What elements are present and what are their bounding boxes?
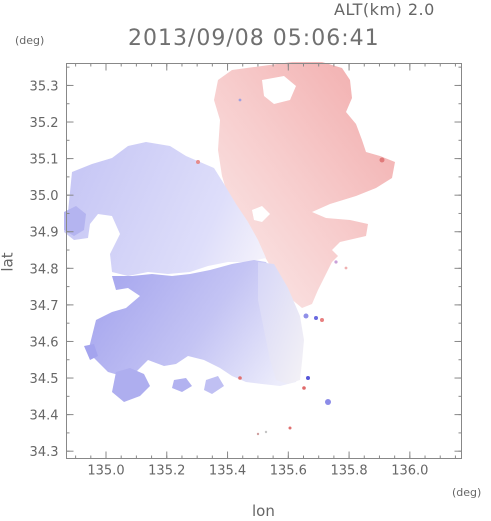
y-tick-label: 35.0 [30,189,59,204]
echo-speck [238,376,242,380]
approaching-echo-region [84,344,98,360]
echo-speck [379,157,385,163]
echo-speck [302,386,306,390]
echo-speck [306,376,310,380]
y-tick-label: 34.7 [30,299,59,314]
echo-speck [256,432,260,436]
y-axis-ticks: 34.3 34.4 34.5 34.6 34.7 34.8 34.9 35.0 35.1 35.2… [30,66,462,460]
echo-speck [264,430,268,434]
echo-regions [64,62,395,436]
x-axis-ticks: 135.0 135.2 135.4 135.6 135.8 136.0 [75,63,456,479]
x-tick-label: 135.4 [209,464,246,479]
echo-speck [196,160,200,164]
timestamp-title: 2013/09/08 05:06:41 [128,26,380,51]
approaching-echo-region [64,142,266,276]
echo-speck [288,426,292,430]
plot-frame [66,63,462,459]
y-tick-label: 34.4 [30,409,59,424]
echo-speck [320,318,324,322]
approaching-echo-region [204,376,224,394]
echo-gap [252,206,270,222]
y-tick-label: 34.5 [30,372,59,387]
x-tick-label: 136.0 [391,464,428,479]
y-tick-label: 34.6 [30,335,59,350]
echo-speck [303,313,309,319]
y-tick-label: 35.3 [30,79,59,94]
y-axis-unit: (deg) [15,34,45,47]
approaching-echo-region [172,378,192,392]
altitude-label: ALT(km) 2.0 [334,0,435,19]
echo-speck [238,98,242,102]
approaching-echo-region [112,368,150,402]
approaching-echo-region [88,260,302,386]
echo-gap [262,76,296,104]
x-tick-label: 135.8 [330,464,367,479]
x-axis-unit: (deg) [452,486,482,499]
x-tick-label: 135.6 [270,464,307,479]
near-zero-region [258,262,304,384]
echo-speck [325,399,331,405]
y-tick-label: 35.2 [30,116,59,131]
y-tick-label: 34.9 [30,226,59,241]
y-tick-label: 35.1 [30,153,59,168]
y-tick-label: 34.8 [30,262,59,277]
x-axis-label: lon [252,502,275,520]
echo-speck [314,316,318,320]
x-tick-label: 135.2 [148,464,185,479]
y-tick-label: 34.3 [30,445,59,460]
echo-speck [344,266,348,270]
echo-speck [334,260,338,264]
x-tick-label: 135.0 [87,464,124,479]
